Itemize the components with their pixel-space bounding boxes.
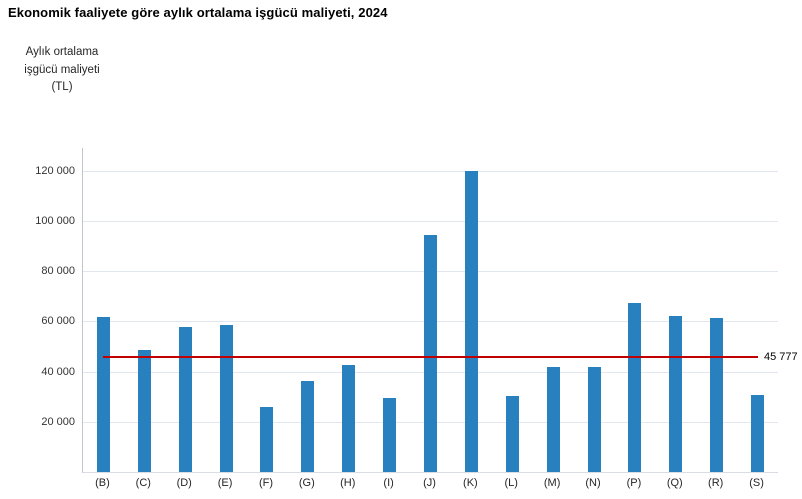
x-tick-label: (N): [585, 477, 601, 489]
x-tick-label: (R): [708, 477, 724, 489]
x-tick-label: (Q): [666, 477, 683, 489]
x-tick-label: (E): [217, 477, 233, 489]
bar-B: [96, 316, 110, 472]
x-tick-label: (J): [423, 477, 436, 489]
y-axis-unit-label: Aylık ortalama işgücü maliyeti (TL): [12, 44, 112, 97]
gridline-100000: [83, 220, 778, 222]
bar-I: [383, 397, 397, 472]
y-axis-unit-line-2: işgücü maliyeti: [24, 63, 100, 76]
x-tick-label: (D): [176, 477, 192, 489]
y-tick-label: 60 000: [41, 315, 75, 328]
bar-E: [219, 324, 233, 472]
y-axis-unit-line-3: (TL): [51, 81, 73, 93]
bar-N: [587, 367, 601, 472]
y-tick-label: 40 000: [41, 365, 75, 378]
bar-P: [628, 302, 642, 472]
x-tick-label: (S): [749, 477, 764, 489]
x-tick-label: (L): [504, 477, 518, 489]
chart-title: Ekonomik faaliyete göre aylık ortalama i…: [8, 5, 388, 20]
x-tick-label: (H): [340, 477, 356, 489]
bar-C: [137, 350, 151, 472]
x-tick-label: (M): [543, 477, 561, 489]
y-tick-label: 20 000: [41, 415, 75, 428]
average-value-label: 45 777: [764, 351, 798, 364]
bar-F: [260, 406, 274, 472]
bar-J: [424, 235, 437, 472]
bar-L: [505, 395, 519, 472]
bar-S: [751, 394, 765, 472]
x-tick-label: (F): [258, 477, 273, 489]
x-tick-label: (I): [383, 477, 394, 489]
bar-R: [710, 318, 724, 472]
y-tick-label: 100 000: [35, 214, 75, 227]
bar-G: [301, 380, 315, 472]
y-tick-label: 80 000: [41, 265, 75, 278]
average-reference-line: [103, 356, 758, 359]
bar-Q: [669, 316, 683, 472]
bar-M: [546, 366, 560, 472]
x-tick-label: (C): [135, 477, 151, 489]
x-tick-label: (G): [298, 477, 315, 489]
x-tick-label: (B): [95, 477, 110, 489]
y-axis-unit-line-1: Aylık ortalama: [25, 46, 99, 58]
plot-area: [82, 148, 778, 473]
bar-H: [342, 364, 356, 472]
x-tick-label: (K): [463, 477, 478, 489]
y-tick-label: 120 000: [35, 164, 75, 177]
bar-D: [178, 326, 192, 472]
x-tick-label: (P): [626, 477, 642, 489]
bar-K: [464, 170, 478, 472]
gridline-120000: [83, 170, 778, 172]
